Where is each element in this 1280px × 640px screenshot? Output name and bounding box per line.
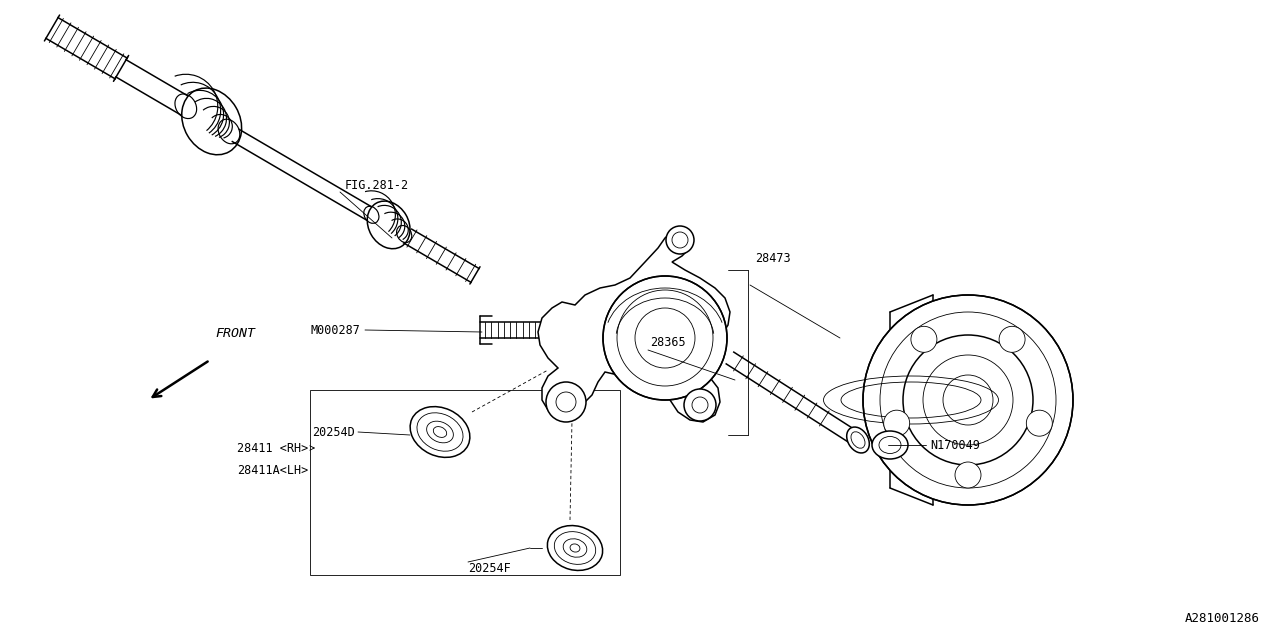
Ellipse shape <box>367 201 410 249</box>
Text: 28365: 28365 <box>650 335 686 349</box>
Ellipse shape <box>872 431 908 459</box>
Text: 28411A<LH>: 28411A<LH> <box>237 463 308 477</box>
Circle shape <box>603 276 727 400</box>
Ellipse shape <box>410 406 470 458</box>
Text: 28473: 28473 <box>755 252 791 264</box>
Text: A281001286: A281001286 <box>1185 611 1260 625</box>
Circle shape <box>863 295 1073 505</box>
Circle shape <box>684 389 716 421</box>
Text: FIG.281-2: FIG.281-2 <box>346 179 410 191</box>
Text: FRONT: FRONT <box>215 327 255 340</box>
Text: 20254D: 20254D <box>312 426 355 438</box>
Ellipse shape <box>182 88 242 155</box>
Circle shape <box>1000 326 1025 353</box>
Text: N170049: N170049 <box>931 438 980 451</box>
Circle shape <box>955 462 980 488</box>
Bar <box>310 390 620 575</box>
Ellipse shape <box>548 525 603 570</box>
Text: M000287: M000287 <box>310 323 360 337</box>
Text: 20254F: 20254F <box>468 561 511 575</box>
Circle shape <box>666 226 694 254</box>
Circle shape <box>911 326 937 353</box>
Circle shape <box>1027 410 1052 436</box>
Polygon shape <box>538 230 730 422</box>
Ellipse shape <box>846 427 869 453</box>
Circle shape <box>883 410 910 436</box>
Text: 28411 <RH>: 28411 <RH> <box>237 442 308 454</box>
Circle shape <box>547 382 586 422</box>
